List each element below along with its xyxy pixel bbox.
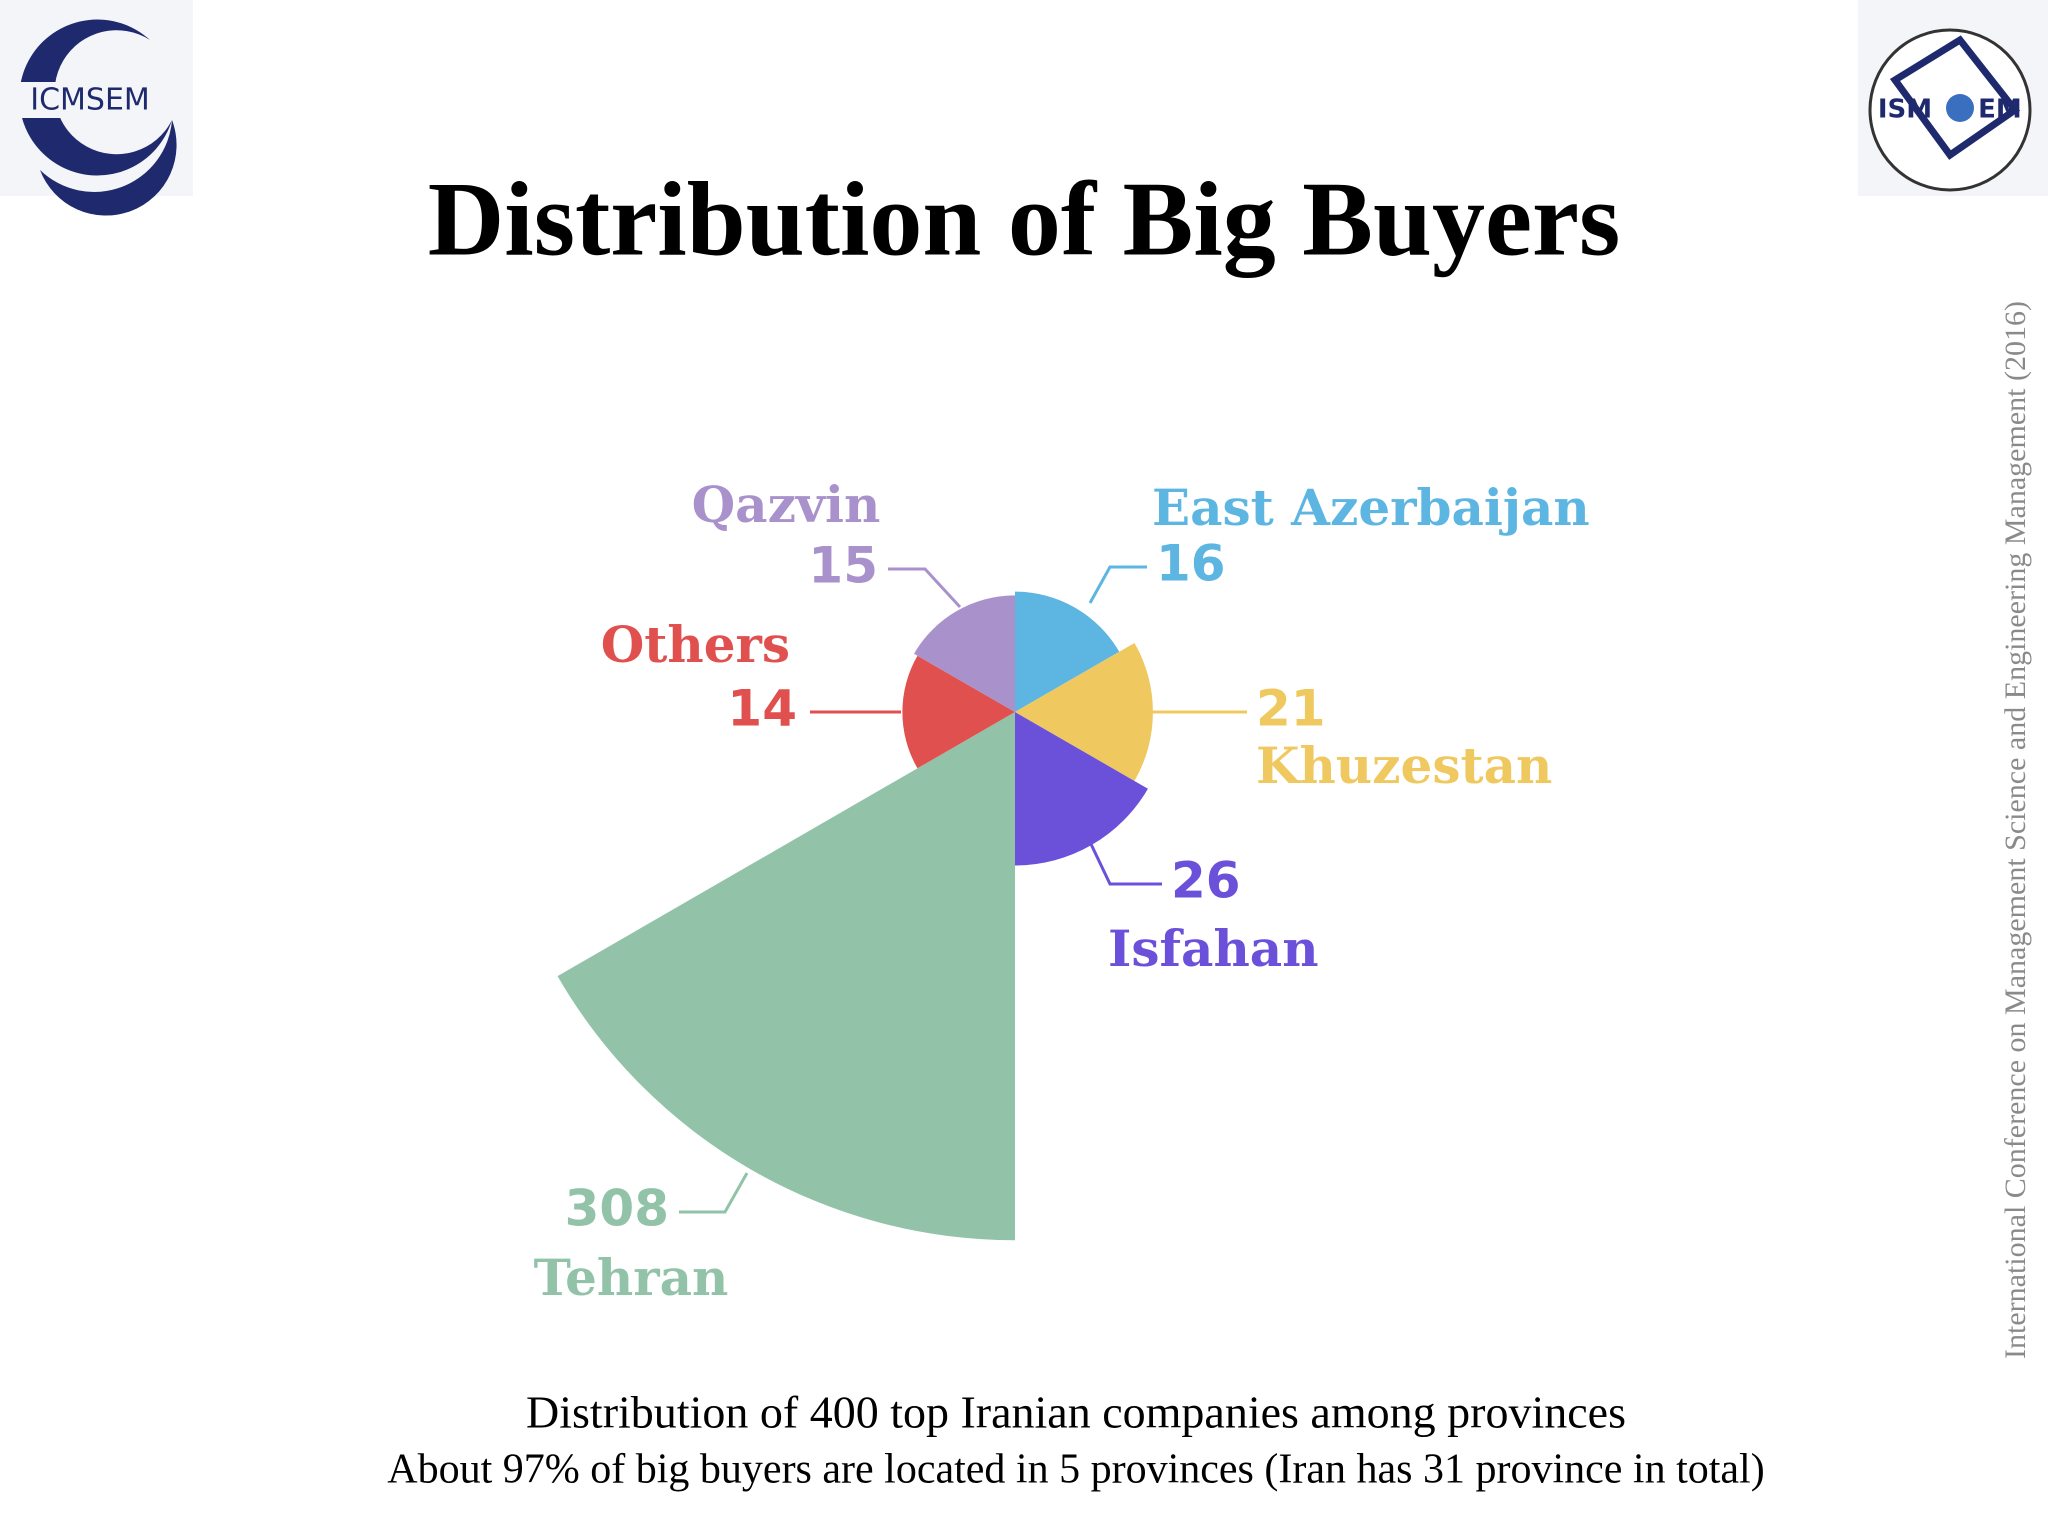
logo-band	[8, 82, 173, 118]
pie-slice	[914, 595, 1015, 712]
slice-label: Others	[601, 615, 790, 674]
chart-title: Distribution of Big Buyers	[428, 160, 1621, 277]
slice-value: 308	[565, 1180, 669, 1238]
slice-value: 21	[1256, 680, 1326, 738]
slice-value: 15	[808, 537, 878, 595]
pie-slice	[1015, 643, 1153, 781]
slice-value: 26	[1171, 852, 1241, 910]
pie-slice	[557, 712, 1015, 1241]
logo-right: ISM EM	[1858, 0, 2048, 196]
logo-globe	[1946, 94, 1974, 122]
logo-text: ISM	[1878, 95, 1932, 125]
pie-slice	[1015, 591, 1120, 712]
logo-text: EM	[1978, 95, 2022, 125]
leader-line	[888, 567, 962, 609]
logo-diamond	[1889, 35, 2021, 160]
pie-slice	[902, 655, 1015, 769]
slice-value: 14	[727, 680, 797, 738]
caption-line: Distribution of 400 top Iranian companie…	[526, 1387, 1626, 1438]
logo-crescent	[19, 19, 172, 176]
logo-left: ICMSEM	[0, 0, 193, 216]
slice-label: Tehran	[534, 1248, 729, 1307]
side-text: International Conference on Management S…	[1999, 301, 2032, 1359]
slice-value: 16	[1156, 535, 1226, 593]
leader-line	[1088, 565, 1147, 604]
logo-crescent	[40, 120, 177, 216]
slice-label: Khuzestan	[1256, 736, 1552, 795]
slice-label: Qazvin	[692, 475, 881, 534]
slice-label: Isfahan	[1108, 919, 1319, 978]
logo-text: ICMSEM	[30, 83, 150, 118]
leader-line	[1088, 841, 1162, 886]
caption-line: About 97% of big buyers are located in 5…	[387, 1447, 1764, 1493]
leader-line	[679, 1172, 749, 1214]
pie-slice	[1015, 712, 1148, 866]
slice-label: East Azerbaijan	[1152, 478, 1590, 537]
